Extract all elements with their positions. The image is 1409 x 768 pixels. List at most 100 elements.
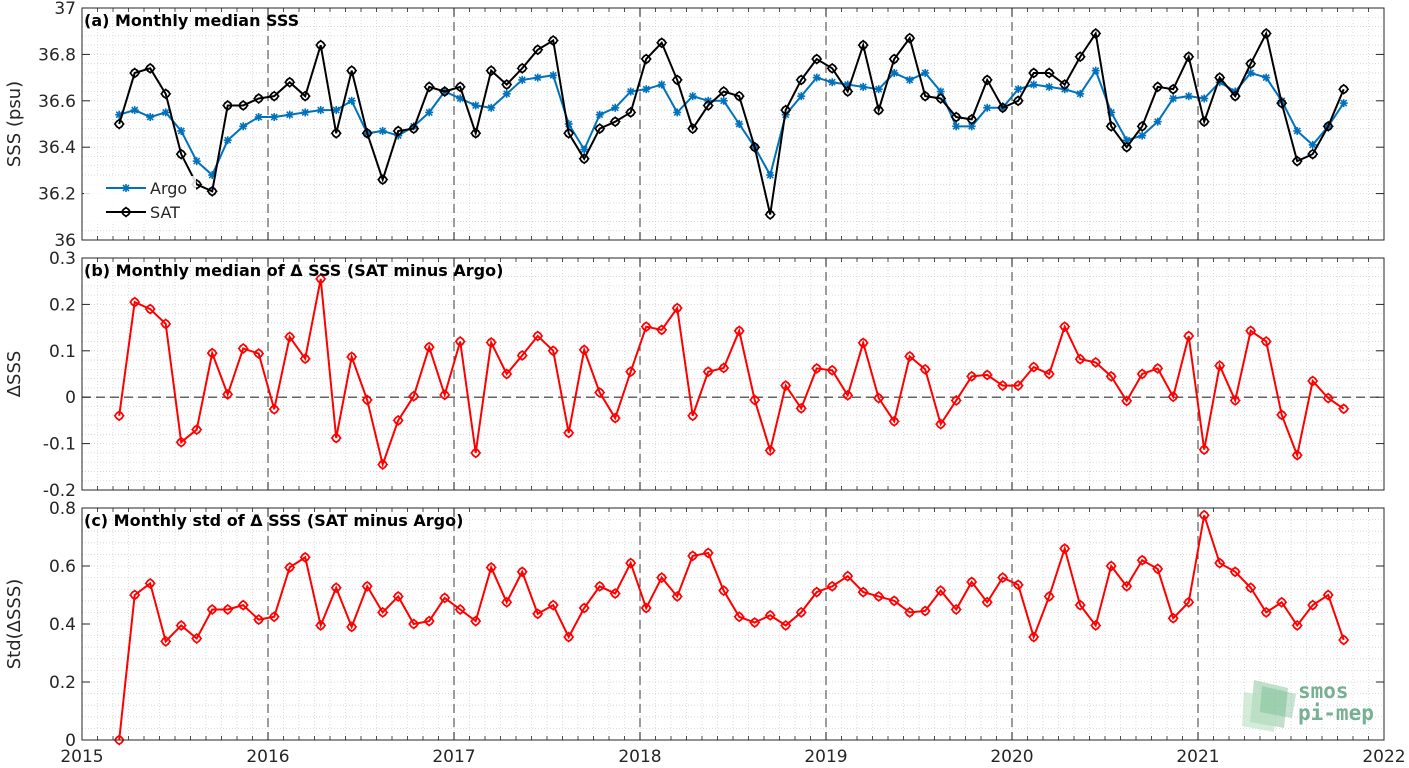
data-point xyxy=(1121,395,1133,407)
data-point xyxy=(1322,589,1334,601)
data-point xyxy=(1029,80,1038,89)
data-point xyxy=(284,76,296,88)
data-point xyxy=(361,127,373,139)
data-point xyxy=(563,631,575,643)
data-point xyxy=(1153,117,1162,126)
data-point xyxy=(392,590,404,603)
y-axis-label: ΔSSS xyxy=(4,351,25,398)
data-point xyxy=(485,65,497,77)
data-point xyxy=(1276,97,1288,109)
data-point xyxy=(1276,409,1288,421)
data-point xyxy=(1028,67,1040,79)
data-point xyxy=(549,71,558,80)
data-point xyxy=(905,75,914,84)
data-point xyxy=(470,127,482,139)
data-point xyxy=(144,303,156,315)
y-tick-label: 0.4 xyxy=(49,615,76,635)
data-point xyxy=(609,587,621,600)
y-tick-label: 0.2 xyxy=(49,673,76,693)
y-tick-label: 0.2 xyxy=(49,295,76,315)
panel-c: 2015 2016 2017 2018 2019 2020 2021 2022 0 0.2 0.4 0… xyxy=(4,499,1406,767)
data-point xyxy=(532,330,544,342)
data-point xyxy=(237,599,249,611)
y-tick-label: 0.3 xyxy=(49,249,76,269)
data-point xyxy=(1262,73,1271,82)
data-point xyxy=(516,349,528,362)
data-point xyxy=(423,81,435,93)
data-point xyxy=(671,302,683,314)
data-point xyxy=(1183,596,1195,608)
data-point xyxy=(857,39,869,51)
data-point xyxy=(671,590,683,603)
data-point xyxy=(191,424,203,436)
data-point xyxy=(611,103,620,112)
data-point xyxy=(160,635,172,647)
data-point xyxy=(1090,619,1102,632)
data-point xyxy=(285,110,294,119)
data-point xyxy=(330,127,342,139)
data-point xyxy=(378,126,387,135)
logo-text-line1: smos xyxy=(1298,679,1349,703)
data-point xyxy=(919,90,931,102)
data-point xyxy=(874,85,883,94)
y-tick-label: -0.2 xyxy=(43,481,76,501)
data-point xyxy=(1214,360,1226,372)
data-point xyxy=(811,586,823,598)
data-point xyxy=(983,103,992,112)
data-point xyxy=(1105,560,1117,572)
data-point xyxy=(1169,94,1178,103)
data-point xyxy=(873,590,885,603)
data-point xyxy=(890,68,899,77)
data-point xyxy=(657,80,666,89)
data-point xyxy=(642,85,651,94)
plot-area xyxy=(82,8,1384,240)
data-point xyxy=(144,62,156,74)
data-point xyxy=(1338,634,1350,646)
data-point xyxy=(687,550,699,562)
logo-mark-icon xyxy=(1242,680,1296,732)
y-tick-label: 36.8 xyxy=(38,45,76,65)
data-point xyxy=(1293,126,1302,135)
data-point xyxy=(826,364,838,376)
data-point xyxy=(780,104,792,116)
data-point xyxy=(284,331,296,343)
data-point xyxy=(749,394,761,406)
data-point xyxy=(1214,72,1226,84)
panel-title: (b) Monthly median of Δ SSS (SAT minus A… xyxy=(84,261,503,280)
data-point xyxy=(842,389,854,401)
data-point xyxy=(392,414,404,426)
data-point xyxy=(471,101,480,110)
data-point xyxy=(812,73,821,82)
data-point xyxy=(547,345,559,357)
data-point xyxy=(191,632,203,645)
data-point xyxy=(795,606,807,618)
data-point xyxy=(826,580,838,592)
data-point xyxy=(1245,325,1257,337)
data-point xyxy=(1090,27,1102,40)
x-tick-label: 2015 xyxy=(60,747,103,767)
data-point xyxy=(222,603,234,616)
data-point xyxy=(1338,403,1350,415)
data-point xyxy=(346,621,358,633)
series-sat xyxy=(113,27,1350,221)
data-point xyxy=(625,106,637,118)
data-point xyxy=(547,599,559,611)
data-point xyxy=(316,106,325,115)
data-point xyxy=(270,113,279,122)
data-point xyxy=(919,605,931,617)
data-point xyxy=(268,90,280,102)
data-point xyxy=(904,606,916,618)
data-point xyxy=(1291,449,1303,461)
data-point xyxy=(1184,92,1193,101)
data-point xyxy=(1291,155,1303,167)
data-point xyxy=(580,145,589,154)
data-point xyxy=(1074,51,1086,63)
data-point xyxy=(626,87,635,96)
data-point xyxy=(299,90,311,102)
data-point xyxy=(1121,141,1133,153)
plot-area xyxy=(82,258,1384,490)
data-point xyxy=(377,174,389,186)
data-point xyxy=(361,580,373,592)
data-point xyxy=(1012,95,1024,107)
data-point xyxy=(594,386,606,399)
